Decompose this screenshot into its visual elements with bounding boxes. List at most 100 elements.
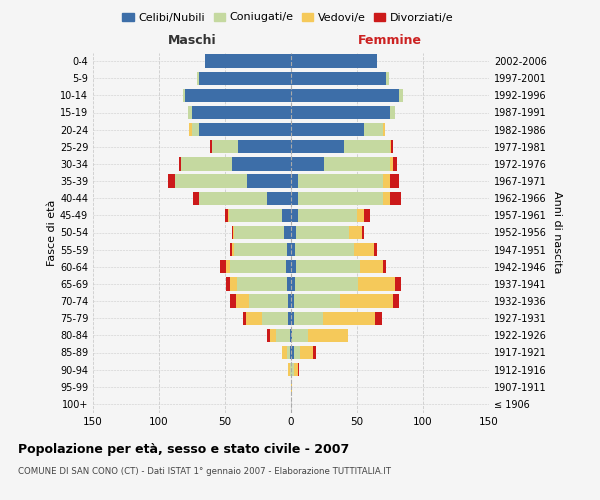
Bar	[183, 88, 185, 102]
Bar	[291, 380, 292, 394]
Bar	[244, 312, 246, 325]
Bar	[289, 294, 291, 308]
Bar	[390, 174, 399, 188]
Bar	[205, 54, 291, 68]
Bar	[267, 192, 291, 205]
Bar	[357, 208, 364, 222]
Bar	[287, 277, 291, 290]
Bar	[192, 123, 199, 136]
Legend: Celibi/Nubili, Coniugati/e, Vedovi/e, Divorziati/e: Celibi/Nubili, Coniugati/e, Vedovi/e, Di…	[118, 8, 458, 27]
Text: Maschi: Maschi	[167, 34, 217, 48]
Bar	[287, 346, 290, 359]
Bar	[392, 157, 397, 170]
Bar	[190, 123, 192, 136]
Bar	[358, 277, 395, 290]
Bar	[220, 260, 226, 274]
Bar	[383, 192, 390, 205]
Bar	[197, 72, 199, 85]
Bar	[286, 260, 291, 274]
Bar	[236, 294, 249, 308]
Bar	[291, 260, 296, 274]
Bar	[291, 72, 386, 85]
Bar	[192, 106, 291, 119]
Bar	[383, 123, 385, 136]
Bar	[349, 226, 362, 239]
Bar	[238, 140, 291, 153]
Bar	[292, 328, 308, 342]
Bar	[395, 277, 401, 290]
Bar	[229, 208, 282, 222]
Bar	[226, 260, 230, 274]
Bar	[291, 208, 298, 222]
Bar	[249, 294, 289, 308]
Bar	[344, 140, 390, 153]
Bar	[386, 72, 389, 85]
Bar	[270, 328, 277, 342]
Bar	[232, 226, 233, 239]
Bar	[298, 192, 383, 205]
Bar	[199, 72, 291, 85]
Bar	[290, 328, 291, 342]
Bar	[287, 243, 291, 256]
Bar	[291, 243, 295, 256]
Bar	[230, 260, 286, 274]
Bar	[267, 328, 270, 342]
Bar	[399, 88, 403, 102]
Bar	[179, 157, 181, 170]
Bar	[359, 260, 383, 274]
Bar	[392, 294, 399, 308]
Text: Popolazione per età, sesso e stato civile - 2007: Popolazione per età, sesso e stato civil…	[18, 442, 349, 456]
Bar	[390, 140, 391, 153]
Bar	[282, 346, 287, 359]
Bar	[232, 243, 234, 256]
Bar	[185, 88, 291, 102]
Bar	[289, 363, 290, 376]
Bar	[391, 140, 392, 153]
Bar	[226, 277, 230, 290]
Bar	[296, 260, 359, 274]
Bar	[290, 363, 291, 376]
Bar	[291, 226, 296, 239]
Bar	[362, 226, 364, 239]
Bar	[308, 328, 348, 342]
Bar	[291, 346, 293, 359]
Bar	[364, 123, 383, 136]
Bar	[340, 294, 392, 308]
Bar	[193, 192, 199, 205]
Bar	[364, 208, 370, 222]
Y-axis label: Fasce di età: Fasce di età	[47, 200, 57, 266]
Bar	[293, 294, 340, 308]
Bar	[246, 312, 262, 325]
Bar	[390, 157, 392, 170]
Bar	[262, 312, 289, 325]
Bar	[291, 157, 324, 170]
Bar	[313, 346, 316, 359]
Bar	[175, 174, 247, 188]
Y-axis label: Anni di nascita: Anni di nascita	[552, 191, 562, 274]
Bar	[237, 277, 287, 290]
Bar	[282, 208, 291, 222]
Bar	[181, 157, 232, 170]
Bar	[230, 243, 232, 256]
Bar	[293, 363, 298, 376]
Bar	[199, 123, 291, 136]
Bar	[225, 208, 227, 222]
Bar	[247, 174, 291, 188]
Bar	[298, 363, 299, 376]
Bar	[295, 243, 355, 256]
Bar	[291, 312, 293, 325]
Bar	[390, 192, 401, 205]
Bar	[323, 312, 376, 325]
Bar	[234, 243, 287, 256]
Bar	[298, 174, 383, 188]
Bar	[290, 346, 291, 359]
Bar	[293, 346, 300, 359]
Bar	[355, 243, 374, 256]
Bar	[291, 192, 298, 205]
Bar	[230, 277, 237, 290]
Text: Femmine: Femmine	[358, 34, 422, 48]
Bar	[212, 140, 238, 153]
Bar	[383, 174, 390, 188]
Bar	[291, 88, 399, 102]
Bar	[291, 123, 364, 136]
